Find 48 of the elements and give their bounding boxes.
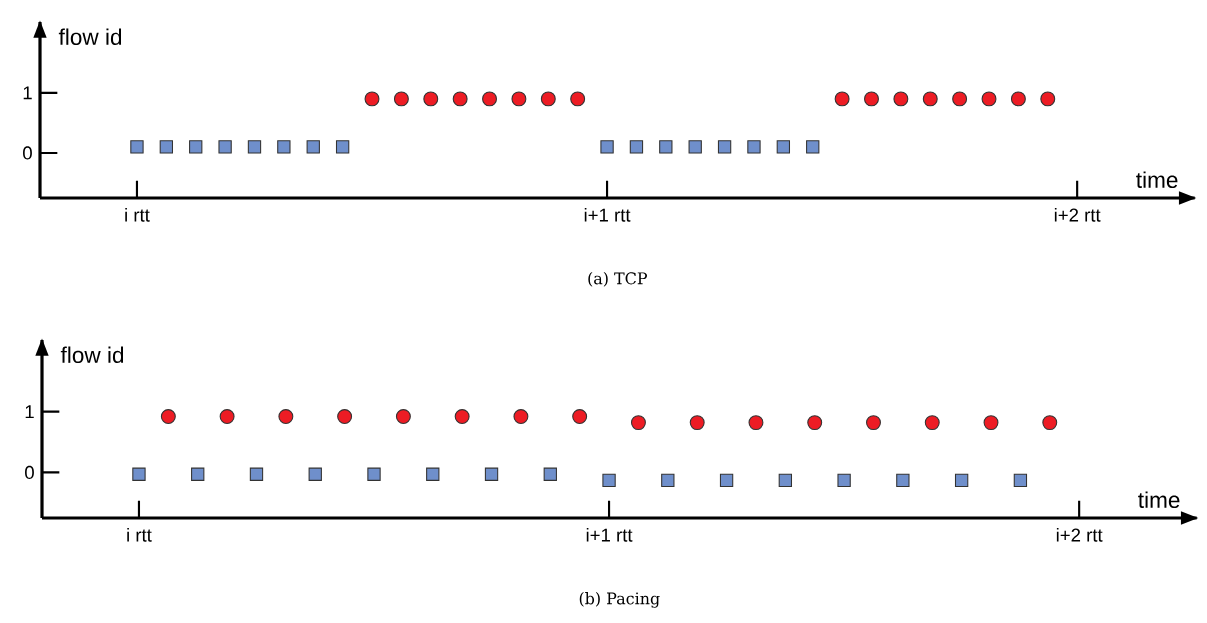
- point: [572, 409, 588, 425]
- point: [191, 467, 205, 481]
- text: (b) Pacing: [579, 592, 660, 608]
- x-tick-label: i+2 rtt: [1054, 208, 1101, 222]
- x-tick-label: i rtt: [127, 528, 152, 542]
- point: [661, 473, 675, 488]
- x-axis-title: time: [1136, 171, 1178, 188]
- point: [630, 415, 646, 431]
- point: [924, 415, 940, 431]
- point: [778, 473, 793, 488]
- text: (a) TCP: [588, 272, 648, 287]
- point: [484, 467, 499, 481]
- point: [689, 415, 705, 431]
- point: [308, 467, 322, 481]
- point: [866, 415, 881, 431]
- point: [249, 467, 264, 481]
- point: [1042, 415, 1058, 431]
- point: [160, 409, 176, 425]
- point: [454, 409, 470, 425]
- point: [132, 467, 146, 481]
- y-tick-label: 0: [23, 146, 32, 160]
- point: [395, 409, 411, 425]
- point: [719, 473, 734, 488]
- x-axis-title: time: [1138, 491, 1180, 508]
- x-tick-label: i+1 rtt: [584, 208, 631, 222]
- x-tick-label: i rtt: [125, 208, 150, 222]
- point: [426, 467, 440, 481]
- y-axis-title: flow id: [60, 346, 124, 364]
- point: [602, 473, 616, 488]
- point: [367, 467, 381, 481]
- point: [1013, 473, 1028, 488]
- point: [543, 467, 557, 481]
- y-axis-title: flow id: [58, 28, 122, 46]
- point: [807, 415, 823, 431]
- point: [954, 473, 969, 488]
- y-tick-label: 1: [25, 405, 34, 419]
- point: [837, 473, 851, 488]
- point: [337, 409, 353, 425]
- point: [983, 415, 999, 431]
- point: [219, 409, 235, 425]
- point: [748, 415, 764, 431]
- point: [278, 409, 294, 425]
- x-tick-label: i+1 rtt: [586, 528, 633, 542]
- x-tick-label: i+2 rtt: [1056, 528, 1103, 542]
- y-tick-label: 1: [23, 86, 32, 100]
- y-tick-label: 0: [25, 465, 34, 480]
- point: [513, 409, 529, 425]
- point: [896, 473, 910, 488]
